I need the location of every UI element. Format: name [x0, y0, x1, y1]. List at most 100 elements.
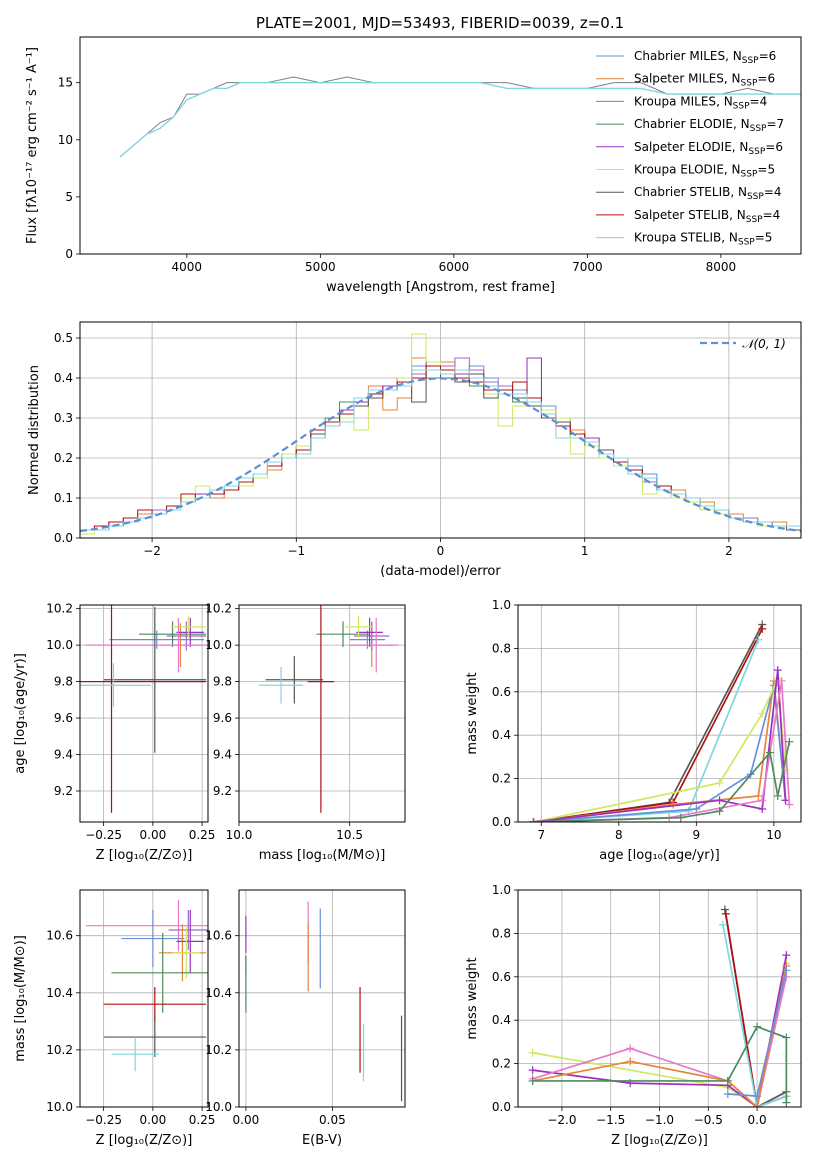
legend-n: , N [724, 72, 741, 86]
weight-vs-Z-axes: −2.0 −1.5 −1.0 −0.5 0.0 0.0 0.2 0.4 0.6 0.8 1.0 Z [… [465, 883, 802, 1148]
weight-lines [529, 620, 794, 822]
x-tick-label: −1.5 [596, 1113, 625, 1127]
x-axis-label: E(B-V) [302, 1133, 342, 1148]
errorbar [354, 621, 390, 651]
weight-marker [528, 1076, 537, 1085]
legend-value: 5 [765, 231, 773, 245]
weight-marker [785, 800, 794, 809]
legend-value: 6 [769, 49, 777, 63]
legend-value: 4 [773, 208, 781, 222]
x-tick-label: 4000 [172, 260, 203, 274]
legend-value: 4 [760, 94, 768, 108]
y-tick-label: 0.3 [54, 411, 73, 425]
y-tick-label: 10.2 [46, 602, 73, 616]
x-axis-label: age [log₁₀(age/yr)] [599, 848, 720, 863]
axes-frame [79, 889, 209, 1108]
legend-label: Chabrier STELIB [634, 185, 730, 199]
y-tick-label: 9.8 [213, 675, 232, 689]
y-tick-label: 10.0 [46, 1100, 73, 1114]
weight-marker [715, 796, 724, 805]
errorbar [356, 617, 383, 647]
spectrum-lines [119, 76, 801, 158]
y-tick-label: 9.4 [213, 748, 232, 762]
errorbar [103, 606, 207, 753]
errorbar [111, 1037, 159, 1072]
x-tick-label: 0.00 [140, 1113, 167, 1127]
legend-entry: Kroupa ELODIE, NSSP=5 [634, 163, 775, 180]
axes-frame [79, 604, 209, 823]
legend-label: Kroupa MILES [634, 94, 716, 108]
axes-frame [517, 889, 802, 1108]
y-tick-label: 15 [58, 76, 73, 90]
legend-eq: = [764, 185, 774, 199]
legend-entry: Chabrier MILES, NSSP=6 [634, 49, 776, 66]
errorbar [316, 621, 370, 647]
y-tick-label: 0.1 [54, 491, 73, 505]
weight-marker [754, 635, 763, 644]
errorbar [258, 667, 304, 704]
y-tick-label: 10.4 [46, 986, 73, 1000]
legend-label: Kroupa ELODIE [634, 163, 724, 177]
y-tick-label: 10.0 [46, 638, 73, 652]
y-tick-label: 10.6 [205, 929, 232, 943]
legend-n: , N [716, 94, 733, 108]
legend-eq: = [765, 140, 775, 154]
weight-marker [781, 796, 790, 805]
weight-marker [721, 909, 730, 918]
y-tick-label: 5 [65, 190, 73, 204]
weight-marker [528, 1066, 537, 1075]
x-tick-label: 8000 [706, 260, 737, 274]
legend-value: 4 [774, 185, 782, 199]
x-axis-label: (data-model)/error [380, 564, 501, 579]
y-tick-label: 1.0 [492, 883, 511, 897]
legend-value: 5 [767, 163, 775, 177]
x-tick-label: 0.25 [189, 828, 216, 842]
errorbar [80, 663, 151, 708]
legend-sub: SSP [748, 147, 765, 157]
weight-marker [773, 666, 782, 675]
y-tick-label: 0.0 [492, 1100, 511, 1114]
legend-eq: = [757, 163, 767, 177]
legend-sub: SSP [746, 215, 763, 225]
errorbars [85, 899, 208, 1072]
x-tick-label: 10.5 [336, 828, 363, 842]
y-axis-label: Normed distribution [27, 365, 42, 495]
weight-line [533, 741, 791, 822]
legend-label: Chabrier MILES [634, 49, 725, 63]
legend-entry: Chabrier STELIB, NSSP=4 [634, 185, 782, 202]
y-tick-label: 0.2 [54, 451, 73, 465]
x-tick-label: −2.0 [547, 1113, 576, 1127]
weight-marker [782, 1098, 791, 1107]
legend-n: , N [725, 49, 742, 63]
weight-marker [782, 951, 791, 960]
weight-marker [720, 905, 729, 914]
weight-marker [753, 1103, 762, 1107]
histogram-step [80, 369, 801, 538]
legend-eq: = [763, 208, 773, 222]
legend-sub: SSP [741, 79, 758, 89]
weight-lines [528, 905, 791, 1107]
legend-eq: = [750, 94, 760, 108]
errorbar [85, 899, 208, 952]
weight-marker [676, 813, 685, 822]
weight-marker [715, 778, 724, 787]
y-tick-label: 0.6 [492, 685, 511, 699]
x-tick-label: 5000 [305, 260, 336, 274]
y-tick-label: 0.0 [492, 815, 511, 829]
x-tick-label: 7000 [572, 260, 603, 274]
y-tick-label: 10 [58, 133, 73, 147]
errorbar [103, 987, 207, 1022]
age-vs-Z-axes: −0.25 0.00 0.25 9.2 9.4 9.6 9.8 10.0 10.2 Z [log₁… [13, 602, 216, 863]
weight-marker [754, 791, 763, 800]
x-tick-label: 0.00 [140, 828, 167, 842]
x-tick-label: −2 [143, 544, 161, 558]
x-tick-label: 2 [725, 544, 733, 558]
legend-label: Salpeter MILES [634, 72, 724, 86]
y-tick-label: 0.4 [492, 1013, 511, 1027]
legend-sub: SSP [747, 192, 764, 202]
x-axis-label: Z [log₁₀(Z/Z⊙)] [611, 1133, 708, 1148]
x-tick-label: 7 [537, 828, 545, 842]
legend-sub: SSP [741, 170, 758, 180]
